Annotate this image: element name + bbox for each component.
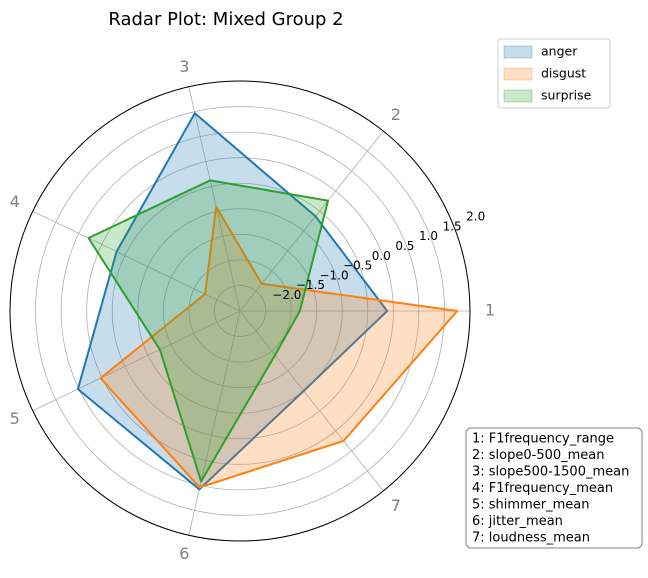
spoke	[239, 130, 384, 312]
category-label: 1	[485, 301, 495, 320]
legend-swatch	[503, 45, 533, 59]
category-label: 7	[391, 496, 401, 515]
spoke	[188, 310, 241, 536]
series-area	[88, 180, 328, 482]
radial-tick-label: 0.5	[395, 239, 414, 253]
category-label: 6	[179, 544, 189, 563]
spoke	[32, 310, 241, 412]
radial-tick-label: −1.0	[319, 268, 348, 282]
legend-label: disgust	[541, 66, 586, 81]
annotation-line: 5: shimmer_mean	[472, 498, 589, 513]
radial-tick-label: 1.5	[443, 219, 462, 233]
annotation-line: 6: jitter_mean	[472, 514, 563, 529]
series-line	[76, 112, 389, 491]
chart-title: Radar Plot: Mixed Group 2	[108, 9, 343, 30]
annotation-frame	[465, 427, 643, 549]
radial-tick-label: −1.5	[296, 278, 325, 292]
radial-tick-label: 2.0	[466, 210, 485, 224]
annotation-line: 7: loudness_mean	[472, 531, 590, 546]
legend: anger disgust surprise	[497, 38, 611, 109]
spoke	[239, 310, 384, 492]
radial-tick-label: −2.0	[272, 288, 301, 302]
annotation-line: 1: F1frequency_range	[472, 432, 614, 447]
legend-label: anger	[541, 44, 578, 59]
annotation-line: 3: slope500-1500_mean	[472, 465, 629, 480]
category-label: 4	[10, 192, 20, 211]
category-label: 2	[391, 105, 401, 124]
legend-frame	[497, 38, 611, 109]
radial-tick-label: 0.0	[372, 249, 391, 263]
annotation-line: 4: F1frequency_mean	[472, 481, 613, 496]
category-label: 5	[10, 409, 20, 428]
legend-label: surprise	[541, 88, 592, 103]
annotation-line: 2: slope0-500_mean	[472, 448, 605, 463]
outer-frame	[9, 80, 471, 542]
legend-swatch	[503, 67, 533, 81]
category-label: 3	[179, 57, 189, 76]
spoke	[188, 86, 241, 312]
legend-swatch	[503, 89, 533, 103]
radial-tick-label: 1.0	[419, 229, 438, 243]
radial-tick-label: −0.5	[343, 259, 372, 273]
series-line	[99, 205, 459, 489]
series-line	[87, 179, 329, 483]
